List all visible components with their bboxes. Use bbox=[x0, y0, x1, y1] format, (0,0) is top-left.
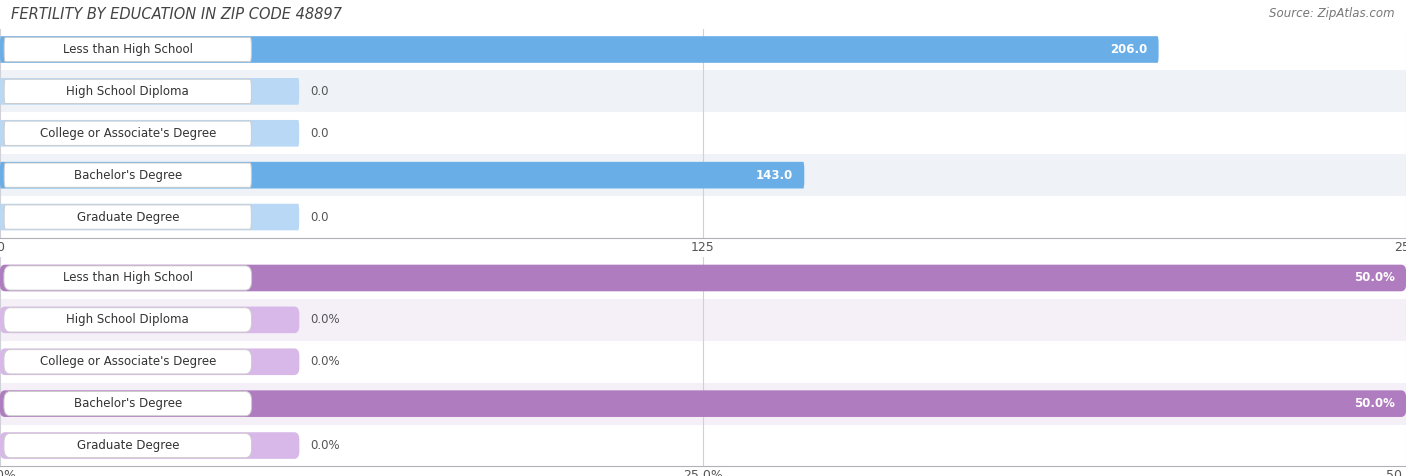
FancyBboxPatch shape bbox=[4, 79, 252, 104]
Bar bbox=[0, 154, 1406, 196]
FancyBboxPatch shape bbox=[4, 433, 252, 458]
FancyBboxPatch shape bbox=[4, 37, 252, 62]
Text: Less than High School: Less than High School bbox=[63, 271, 193, 285]
FancyBboxPatch shape bbox=[0, 204, 299, 230]
FancyBboxPatch shape bbox=[0, 162, 804, 188]
FancyBboxPatch shape bbox=[4, 163, 252, 188]
Text: Less than High School: Less than High School bbox=[63, 43, 193, 56]
Text: High School Diploma: High School Diploma bbox=[66, 313, 190, 327]
Bar bbox=[0, 383, 1406, 425]
FancyBboxPatch shape bbox=[4, 266, 252, 290]
Bar bbox=[0, 196, 1406, 238]
FancyBboxPatch shape bbox=[0, 307, 299, 333]
Bar bbox=[0, 70, 1406, 112]
FancyBboxPatch shape bbox=[4, 121, 252, 146]
Bar bbox=[0, 112, 1406, 154]
FancyBboxPatch shape bbox=[4, 307, 252, 332]
Text: Bachelor's Degree: Bachelor's Degree bbox=[73, 169, 181, 182]
FancyBboxPatch shape bbox=[0, 78, 299, 105]
Bar bbox=[0, 299, 1406, 341]
Bar bbox=[0, 29, 1406, 70]
FancyBboxPatch shape bbox=[0, 390, 1406, 417]
Text: 0.0%: 0.0% bbox=[311, 313, 340, 327]
FancyBboxPatch shape bbox=[0, 120, 299, 147]
Text: 143.0: 143.0 bbox=[756, 169, 793, 182]
Text: Bachelor's Degree: Bachelor's Degree bbox=[73, 397, 181, 410]
Bar bbox=[0, 257, 1406, 299]
Text: 50.0%: 50.0% bbox=[1354, 397, 1395, 410]
FancyBboxPatch shape bbox=[4, 205, 252, 229]
FancyBboxPatch shape bbox=[0, 36, 1159, 63]
Text: College or Associate's Degree: College or Associate's Degree bbox=[39, 355, 217, 368]
Text: 50.0%: 50.0% bbox=[1354, 271, 1395, 285]
Bar bbox=[0, 425, 1406, 466]
Text: 0.0%: 0.0% bbox=[311, 355, 340, 368]
Text: FERTILITY BY EDUCATION IN ZIP CODE 48897: FERTILITY BY EDUCATION IN ZIP CODE 48897 bbox=[11, 7, 342, 22]
FancyBboxPatch shape bbox=[4, 349, 252, 374]
Text: Source: ZipAtlas.com: Source: ZipAtlas.com bbox=[1270, 7, 1395, 20]
FancyBboxPatch shape bbox=[0, 265, 1406, 291]
FancyBboxPatch shape bbox=[0, 348, 299, 375]
Text: Graduate Degree: Graduate Degree bbox=[76, 439, 179, 452]
Text: 206.0: 206.0 bbox=[1111, 43, 1147, 56]
Bar bbox=[0, 341, 1406, 383]
Text: College or Associate's Degree: College or Associate's Degree bbox=[39, 127, 217, 140]
Text: 0.0%: 0.0% bbox=[311, 439, 340, 452]
Text: 0.0: 0.0 bbox=[311, 210, 329, 224]
FancyBboxPatch shape bbox=[4, 391, 252, 416]
Text: High School Diploma: High School Diploma bbox=[66, 85, 190, 98]
Text: 0.0: 0.0 bbox=[311, 85, 329, 98]
Text: 0.0: 0.0 bbox=[311, 127, 329, 140]
FancyBboxPatch shape bbox=[0, 432, 299, 459]
Text: Graduate Degree: Graduate Degree bbox=[76, 210, 179, 224]
